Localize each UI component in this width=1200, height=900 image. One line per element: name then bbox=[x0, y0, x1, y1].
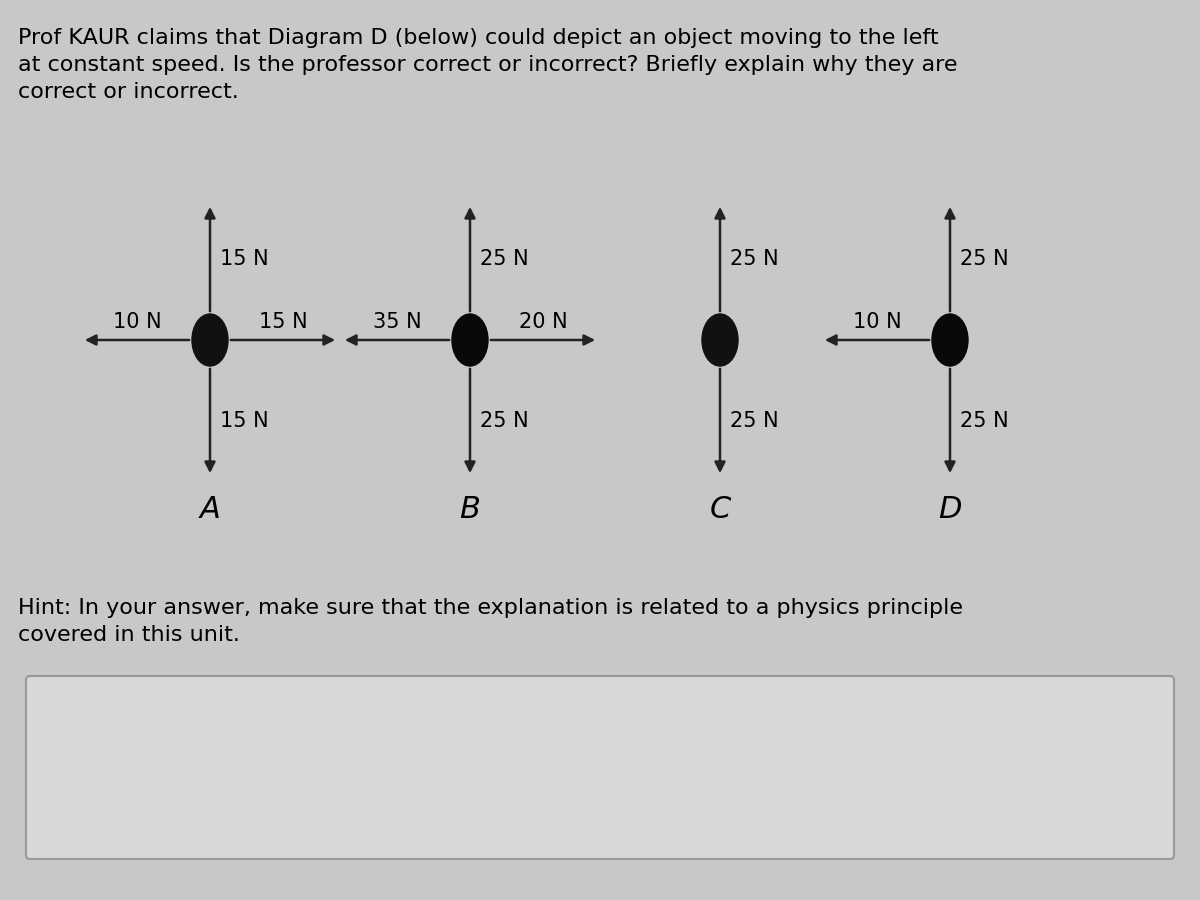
Ellipse shape bbox=[932, 314, 968, 366]
Text: B: B bbox=[460, 496, 480, 525]
Ellipse shape bbox=[452, 314, 488, 366]
Text: Hint: In your answer, make sure that the explanation is related to a physics pri: Hint: In your answer, make sure that the… bbox=[18, 598, 964, 645]
Text: C: C bbox=[709, 496, 731, 525]
FancyBboxPatch shape bbox=[26, 676, 1174, 859]
Text: A: A bbox=[199, 496, 221, 525]
Text: 35 N: 35 N bbox=[373, 312, 421, 332]
Text: Prof KAUR claims that Diagram D (below) could depict an object moving to the lef: Prof KAUR claims that Diagram D (below) … bbox=[18, 28, 958, 103]
Text: 25 N: 25 N bbox=[480, 249, 529, 269]
Text: 15 N: 15 N bbox=[220, 411, 269, 431]
Text: 25 N: 25 N bbox=[960, 249, 1009, 269]
Text: 25 N: 25 N bbox=[480, 411, 529, 431]
Text: 15 N: 15 N bbox=[220, 249, 269, 269]
Text: 20 N: 20 N bbox=[518, 312, 568, 332]
Ellipse shape bbox=[702, 314, 738, 366]
Text: 10 N: 10 N bbox=[853, 312, 901, 332]
Text: 15 N: 15 N bbox=[259, 312, 307, 332]
Text: 25 N: 25 N bbox=[730, 411, 779, 431]
Text: 25 N: 25 N bbox=[960, 411, 1009, 431]
Text: 25 N: 25 N bbox=[730, 249, 779, 269]
Text: 10 N: 10 N bbox=[113, 312, 161, 332]
Text: D: D bbox=[938, 496, 961, 525]
Ellipse shape bbox=[192, 314, 228, 366]
